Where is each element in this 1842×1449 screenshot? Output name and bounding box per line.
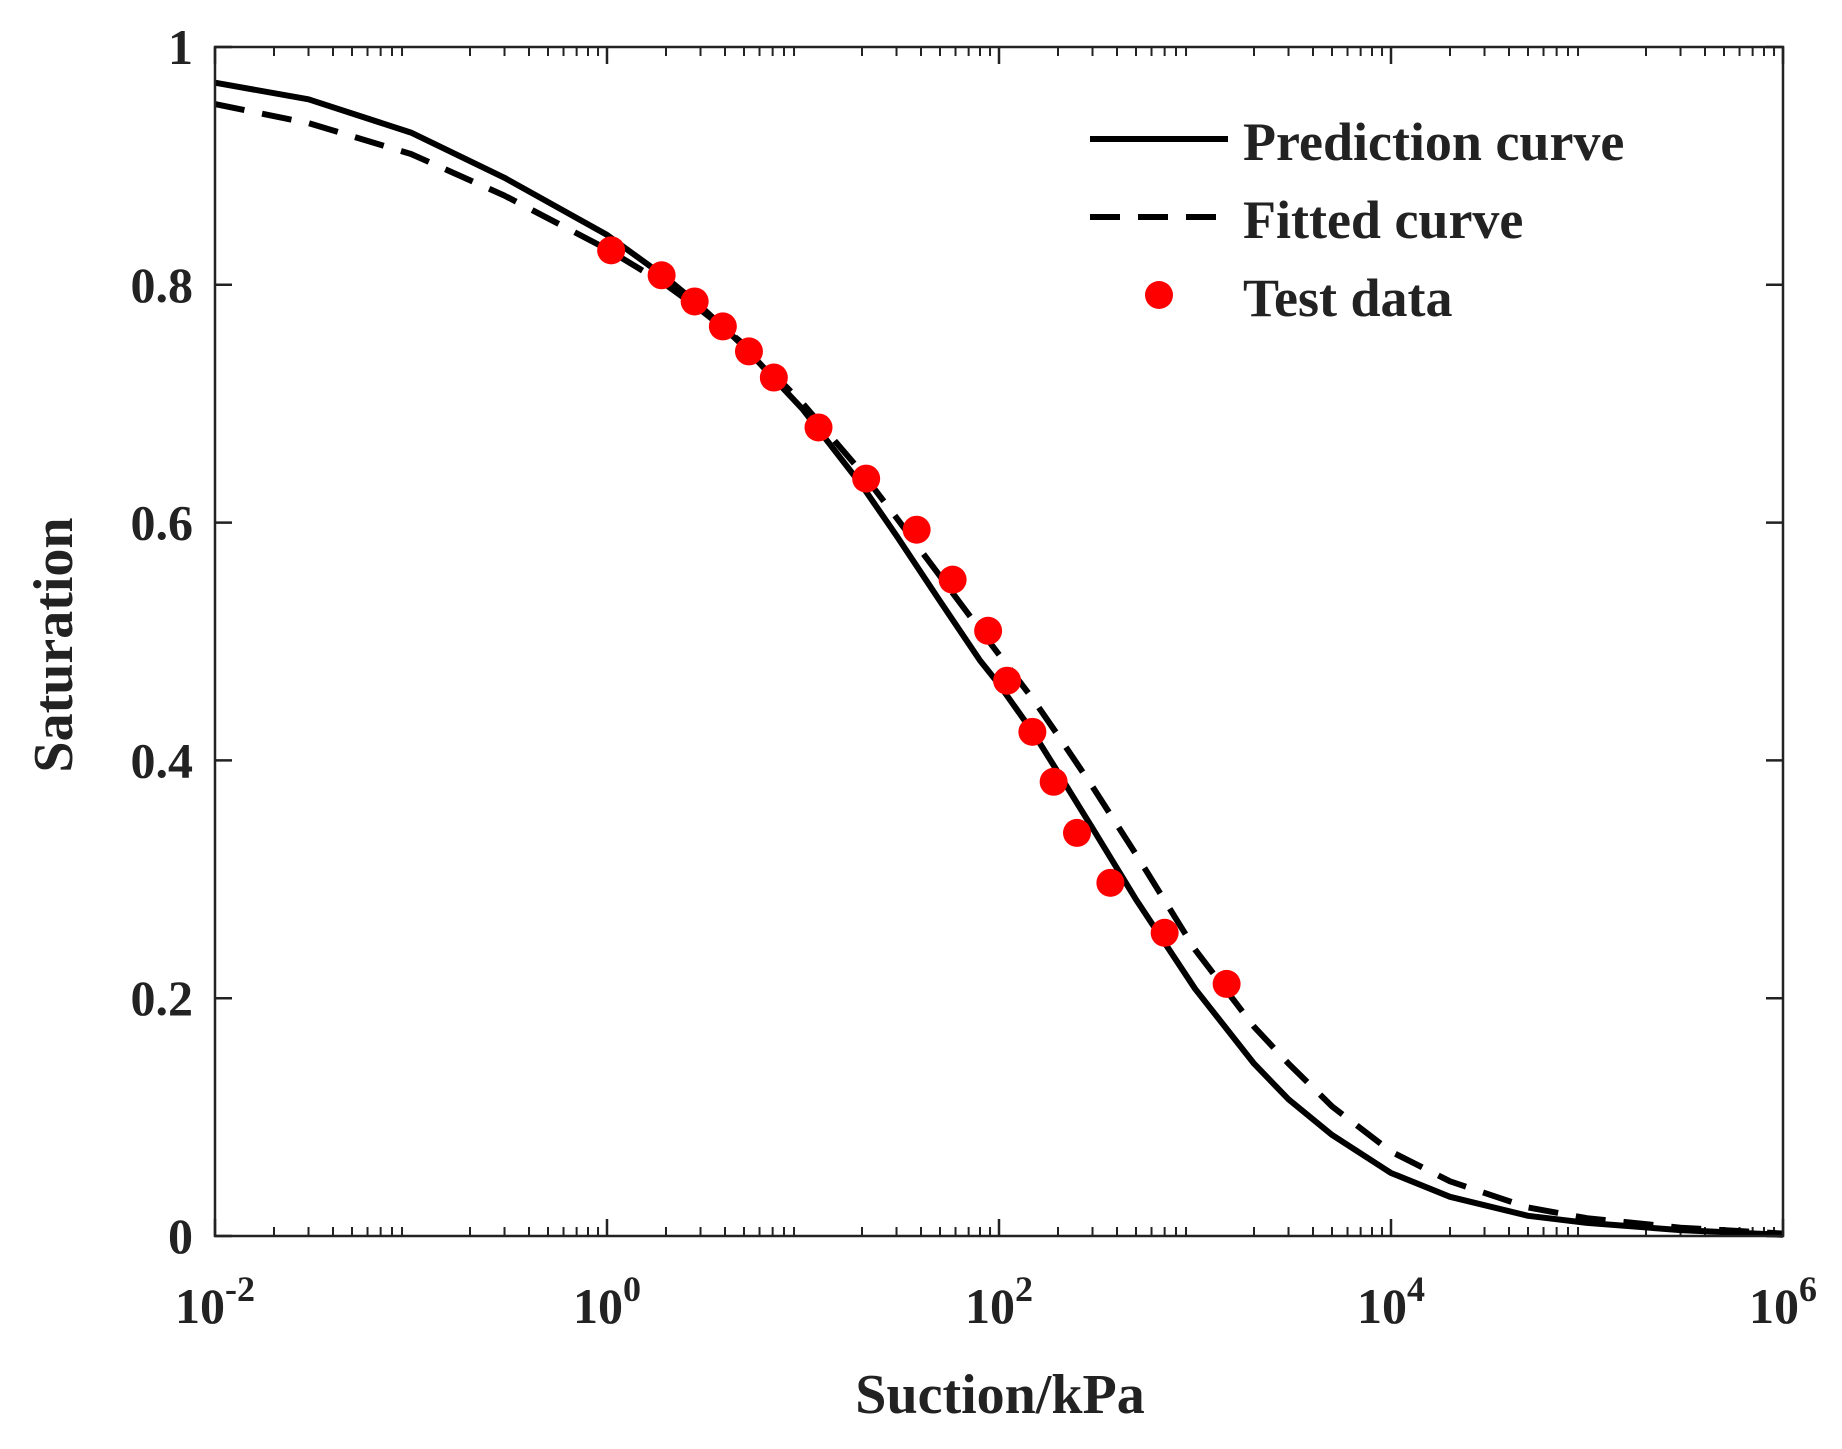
test-data-point: [708, 312, 737, 341]
legend: Prediction curve Fitted curve Test data: [1090, 112, 1624, 328]
test-data-point: [1039, 767, 1068, 796]
test-data-point: [1018, 717, 1047, 746]
x-tick-label: 100: [573, 1269, 641, 1334]
x-tick-label: 10-2: [175, 1269, 255, 1334]
test-data-point: [680, 287, 709, 316]
y-tick-label: 0.6: [131, 495, 194, 551]
test-data-point: [974, 616, 1003, 645]
test-data-point: [759, 363, 788, 392]
y-tick-label: 0: [168, 1208, 193, 1264]
legend-prediction-label: Prediction curve: [1243, 112, 1624, 172]
y-axis-title: Saturation: [23, 517, 85, 772]
test-data-point: [902, 515, 931, 544]
test-data-point: [1212, 969, 1241, 998]
x-axis-title: Suction/kPa: [855, 1364, 1144, 1426]
series-layer: [214, 79, 1784, 1238]
test-data-point: [1096, 868, 1125, 897]
test-data-point: [852, 464, 881, 493]
y-tick-label: 1: [168, 19, 193, 75]
legend-test-data-label: Test data: [1243, 268, 1453, 328]
prediction-curve-line: [214, 79, 1784, 1238]
plot-frame: [213, 45, 1785, 1238]
test-data-point: [938, 565, 967, 594]
test-data-point: [804, 413, 833, 442]
test-data-point: [1062, 818, 1091, 847]
test-data-point: [734, 337, 763, 366]
x-tick-label: 106: [1749, 1269, 1817, 1334]
test-data-point: [1150, 918, 1179, 947]
x-tick-label: 102: [965, 1269, 1033, 1334]
y-tick-label: 0.4: [131, 732, 194, 788]
test-data-point: [647, 261, 676, 290]
test-data-point: [993, 666, 1022, 695]
legend-fitted-label: Fitted curve: [1243, 190, 1523, 250]
x-tick-label: 104: [1357, 1269, 1425, 1334]
legend-test-data-marker: [1145, 281, 1173, 309]
test-data-point: [597, 236, 626, 265]
tick-labels-layer: 10-2 100 102 104 106 0 0.2 0.4 0.6 0.8 1: [131, 19, 1818, 1334]
y-tick-label: 0.2: [131, 970, 194, 1026]
y-tick-label: 0.8: [131, 257, 194, 313]
